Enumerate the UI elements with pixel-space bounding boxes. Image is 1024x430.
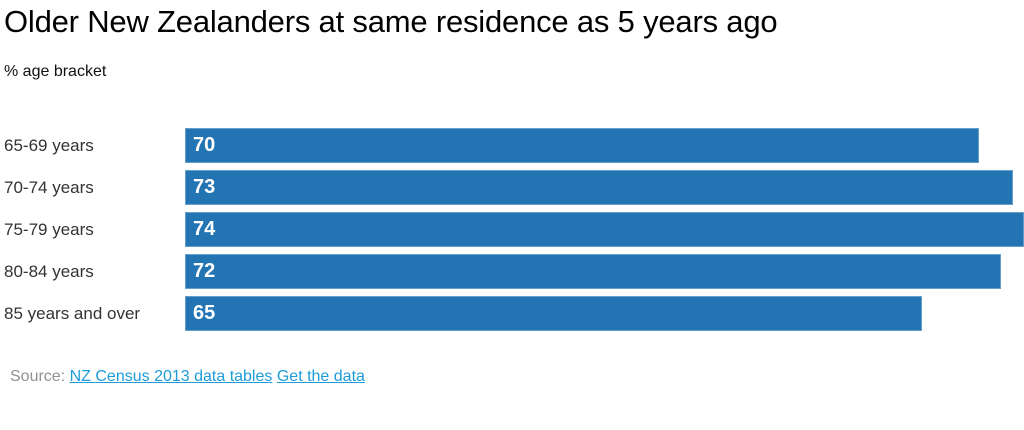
bar-track: 74	[185, 212, 1024, 247]
value-label: 74	[193, 218, 216, 240]
bar-row: 65-69 years 70	[0, 128, 1024, 163]
bar: 70	[185, 128, 979, 163]
source-row: Source: NZ Census 2013 data tables Get t…	[10, 368, 365, 386]
category-label: 75-79 years	[4, 219, 94, 239]
get-the-data-link[interactable]: Get the data	[276, 368, 365, 385]
bar-track: 65	[185, 296, 1024, 331]
bar: 74	[185, 212, 1024, 247]
bar: 65	[185, 296, 922, 331]
value-label: 72	[193, 260, 216, 282]
category-label: 80-84 years	[4, 261, 94, 281]
category-label: 65-69 years	[4, 135, 94, 155]
value-label: 70	[193, 134, 216, 156]
value-label: 65	[193, 302, 216, 324]
bar-track: 70	[185, 128, 1024, 163]
source-label: Source:	[10, 368, 66, 385]
category-label: 70-74 years	[4, 177, 94, 197]
bar-chart: 65-69 years 70 70-74 years 73 75-79 years 74 8…	[0, 128, 1024, 331]
bar: 72	[185, 254, 1002, 289]
category-label: 85 years and over	[4, 303, 141, 323]
bar-row: 85 years and over 65	[0, 296, 1024, 331]
bar: 73	[185, 170, 1013, 205]
chart-title: Older New Zealanders at same residence a…	[4, 4, 778, 39]
value-label: 73	[193, 176, 216, 198]
source-link[interactable]: NZ Census 2013 data tables	[69, 368, 273, 385]
bar-row: 75-79 years 74	[0, 212, 1024, 247]
bar-track: 72	[185, 254, 1024, 289]
bar-row: 70-74 years 73	[0, 170, 1024, 205]
bar-row: 80-84 years 72	[0, 254, 1024, 289]
bar-track: 73	[185, 170, 1024, 205]
chart-subtitle: % age bracket	[4, 63, 107, 80]
